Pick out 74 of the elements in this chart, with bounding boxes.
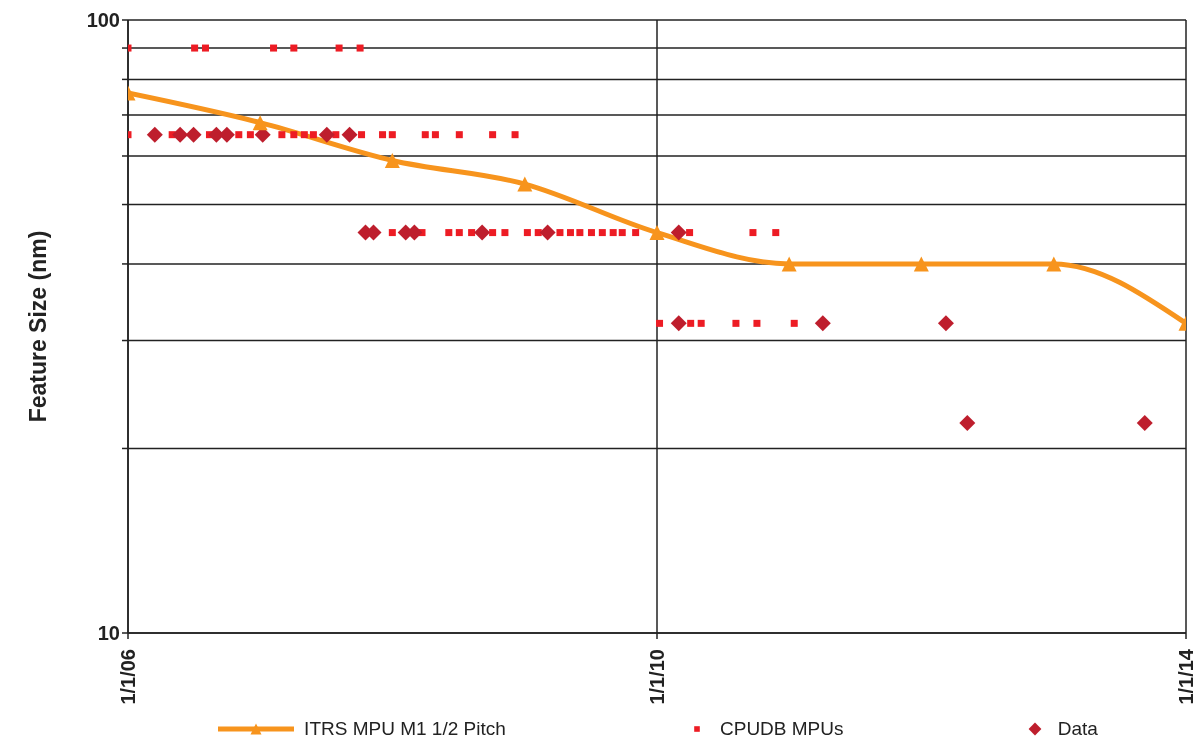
point bbox=[358, 131, 366, 139]
y-tick-label: 100 bbox=[86, 9, 120, 32]
point bbox=[523, 229, 531, 237]
point bbox=[576, 229, 584, 237]
legend-label: CPUDB MPUs bbox=[720, 718, 844, 740]
point bbox=[474, 224, 491, 241]
point bbox=[814, 315, 831, 332]
point bbox=[1136, 415, 1153, 432]
x-tick-label: 1/1/14 bbox=[1175, 648, 1197, 705]
point bbox=[656, 319, 664, 327]
point bbox=[421, 131, 429, 139]
point bbox=[501, 229, 509, 237]
point bbox=[749, 229, 757, 237]
point bbox=[697, 319, 705, 327]
point bbox=[670, 224, 687, 241]
x-tick-label: 1/1/06 bbox=[117, 649, 139, 705]
point bbox=[379, 131, 387, 139]
point bbox=[172, 126, 189, 143]
point bbox=[598, 229, 606, 237]
point bbox=[937, 315, 954, 332]
point bbox=[732, 319, 740, 327]
point bbox=[1046, 256, 1062, 272]
point bbox=[185, 126, 202, 143]
point bbox=[388, 131, 396, 139]
point bbox=[753, 319, 761, 327]
point bbox=[191, 44, 199, 52]
point bbox=[201, 44, 209, 52]
point bbox=[511, 131, 519, 139]
point bbox=[670, 315, 687, 332]
point bbox=[290, 131, 298, 139]
point bbox=[384, 152, 400, 168]
point bbox=[609, 229, 617, 237]
point bbox=[335, 44, 343, 52]
point bbox=[278, 131, 286, 139]
point bbox=[235, 131, 243, 139]
point bbox=[517, 176, 533, 192]
point bbox=[300, 131, 308, 139]
point bbox=[455, 131, 463, 139]
point bbox=[318, 126, 335, 143]
point bbox=[686, 229, 694, 237]
point bbox=[455, 229, 463, 237]
point bbox=[566, 229, 574, 237]
point bbox=[534, 229, 542, 237]
point bbox=[445, 229, 453, 237]
point bbox=[618, 229, 626, 237]
point bbox=[246, 131, 254, 139]
point bbox=[388, 229, 396, 237]
point bbox=[489, 131, 497, 139]
point bbox=[489, 229, 497, 237]
point bbox=[146, 126, 163, 143]
point bbox=[959, 415, 976, 432]
y-tick-label: 10 bbox=[97, 622, 120, 645]
point bbox=[356, 44, 364, 52]
point bbox=[309, 131, 317, 139]
point bbox=[687, 319, 695, 327]
y-axis-title: Feature Size (nm) bbox=[25, 230, 52, 423]
point bbox=[790, 319, 798, 327]
point bbox=[252, 115, 268, 131]
point bbox=[270, 44, 278, 52]
point bbox=[632, 229, 640, 237]
point bbox=[431, 131, 439, 139]
x-tick-label: 1/1/10 bbox=[646, 649, 668, 705]
point bbox=[649, 225, 665, 241]
point bbox=[587, 229, 595, 237]
legend-label: ITRS MPU M1 1/2 Pitch bbox=[304, 718, 506, 740]
point bbox=[290, 44, 298, 52]
point bbox=[772, 229, 780, 237]
point bbox=[913, 256, 929, 272]
point bbox=[556, 229, 564, 237]
point bbox=[468, 229, 476, 237]
point bbox=[539, 224, 556, 241]
point bbox=[341, 126, 358, 143]
point bbox=[781, 256, 797, 272]
legend-label: Data bbox=[1057, 718, 1098, 740]
